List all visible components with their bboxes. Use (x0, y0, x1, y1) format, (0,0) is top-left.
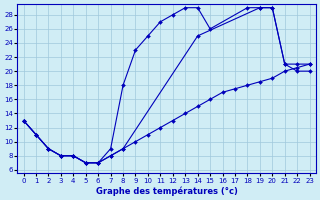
X-axis label: Graphe des températures (°c): Graphe des températures (°c) (96, 186, 237, 196)
